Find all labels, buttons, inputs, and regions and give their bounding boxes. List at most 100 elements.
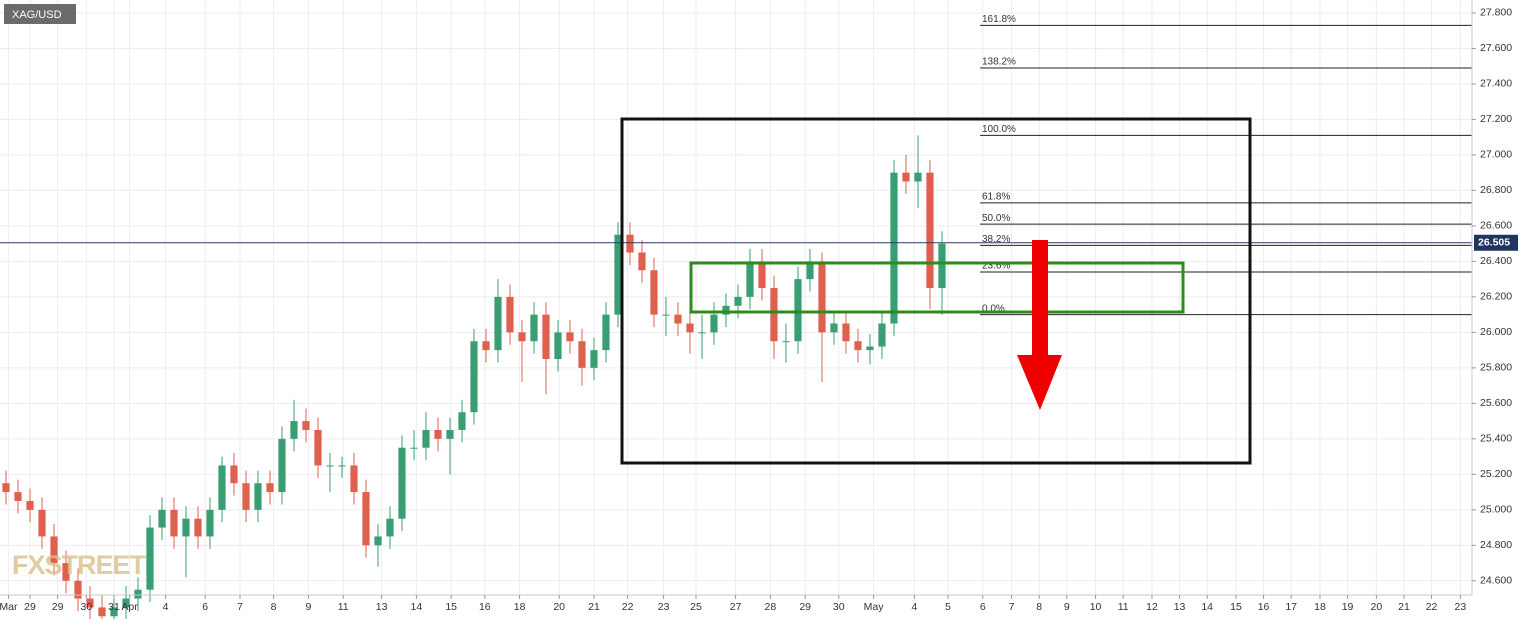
candle-body: [206, 509, 214, 537]
x-tick-label: 11: [1118, 601, 1129, 613]
x-tick-label: 15: [445, 601, 457, 613]
x-tick-label: 4: [911, 601, 917, 613]
candle-body: [518, 332, 526, 342]
y-tick-label: 25.600: [1480, 397, 1512, 409]
candle-body: [878, 323, 886, 347]
candle-body: [38, 509, 46, 537]
candle-body: [266, 483, 274, 493]
x-tick-label: 8: [271, 601, 277, 613]
candle-body: [290, 421, 298, 439]
x-tick-label: 6: [980, 601, 986, 613]
candle-body: [734, 296, 742, 306]
candle-body: [134, 589, 142, 599]
candle-body: [218, 465, 226, 510]
candle-body: [278, 438, 286, 493]
candle-body: [122, 598, 130, 608]
candle-body: [50, 536, 58, 564]
x-tick-label: 20: [553, 601, 565, 613]
x-tick-label: 29: [52, 601, 64, 613]
x-tick-label: 29: [799, 601, 811, 613]
candle-body: [410, 447, 418, 449]
x-tick-label: 27: [730, 601, 742, 613]
candle-body: [710, 314, 718, 333]
candle-body: [446, 429, 454, 439]
plot: 161.8% 138.2% 100.0% 61.8% 50.0% 38.2% 23.6% 0.…: [0, 14, 1472, 619]
x-tick-label: 4: [163, 601, 169, 613]
support-zone: [689, 261, 1185, 314]
candle-body: [902, 172, 910, 182]
x-tick-label: 18: [1314, 601, 1326, 613]
candle-body: [530, 314, 538, 342]
x-tick-label: 20: [1371, 601, 1383, 613]
range-box: [620, 117, 1252, 465]
candle-body: [86, 598, 94, 608]
candle-body: [782, 341, 790, 343]
x-tick-label: 9: [1064, 601, 1070, 613]
candle-body: [146, 527, 154, 590]
candle-body: [926, 172, 934, 289]
candle-body: [650, 270, 658, 315]
fib-label: 23.6%: [982, 261, 1010, 272]
candle-body: [746, 261, 754, 297]
x-tick-label: 14: [411, 601, 423, 613]
candle-body: [434, 429, 442, 439]
candle-body: [854, 341, 862, 351]
x-tick-label: 17: [1285, 601, 1297, 613]
symbol: XAG/USD: [12, 9, 62, 21]
y-tick-label: 24.800: [1480, 539, 1512, 551]
candle-body: [614, 234, 622, 315]
candle-body: [470, 341, 478, 413]
current-price-label: 26.505: [1478, 237, 1510, 249]
y-tick-label: 26.400: [1480, 255, 1512, 267]
y-tick-label: 27.800: [1480, 7, 1512, 19]
candle-body: [626, 234, 634, 253]
candle-body: [302, 421, 310, 430]
candle-body: [506, 296, 514, 333]
x-tick-label: 13: [1174, 601, 1186, 613]
candle-body: [542, 314, 550, 359]
x-tick-label: Mar: [0, 601, 18, 613]
candle-body: [422, 429, 430, 448]
x-tick-label: 16: [1258, 601, 1270, 613]
candle-body: [638, 252, 646, 271]
x-tick-label: 19: [1342, 601, 1354, 613]
x-tick-label: 25: [690, 601, 702, 613]
x-tick-label: Apr: [121, 601, 138, 613]
candle-body: [554, 332, 562, 359]
candle-body: [14, 492, 22, 501]
down-arrow: [1017, 240, 1062, 410]
x-tick-label: 5: [945, 601, 951, 613]
candle-body: [698, 332, 706, 334]
candle-body: [602, 314, 610, 351]
x-tick-label: 7: [237, 601, 243, 613]
candle-body: [482, 341, 490, 351]
candle-body: [194, 518, 202, 537]
x-tick-label: 18: [514, 601, 526, 613]
y-tick-label: 27.400: [1480, 78, 1512, 90]
y-tick-label: 24.600: [1480, 575, 1512, 587]
candle-body: [230, 465, 238, 484]
candle-body: [566, 332, 574, 342]
candle-body: [818, 261, 826, 333]
x-tick-label: 23: [658, 601, 670, 613]
x-tick-label: 22: [1426, 601, 1438, 613]
current-price-box: [1474, 234, 1518, 251]
candle-body: [830, 323, 838, 333]
y-tick-label: 25.800: [1480, 362, 1512, 374]
x-tick-label: 30: [81, 601, 93, 613]
x-tick-label: 6: [202, 601, 208, 613]
candle-body: [758, 261, 766, 289]
candle-body: [350, 465, 358, 493]
candle-body: [866, 346, 874, 351]
candle-body: [314, 429, 322, 466]
candle-body: [110, 607, 118, 617]
candle-body: [74, 580, 82, 599]
y-tick-label: 27.000: [1480, 149, 1512, 161]
x-tick-label: 23: [1455, 601, 1467, 613]
x-tick-label: 10: [1090, 601, 1102, 613]
candle-body: [398, 447, 406, 519]
x-tick-label: 14: [1201, 601, 1213, 613]
candle-body: [686, 323, 694, 333]
candle-body: [62, 563, 70, 581]
